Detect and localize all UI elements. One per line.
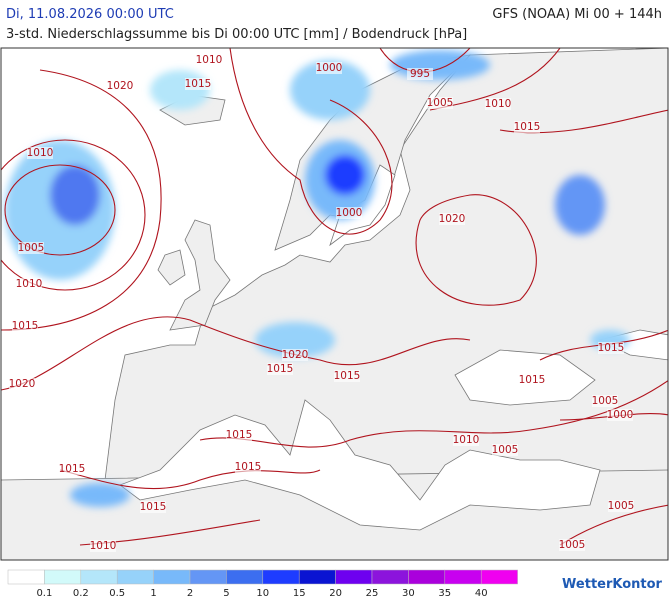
isobar-label: 1000: [607, 409, 634, 421]
isobar-label-bg: [316, 62, 342, 74]
isobar-label: 1015: [598, 342, 625, 354]
isobar-label: 1005: [559, 539, 586, 551]
map-frame: [0, 47, 669, 561]
legend-swatch: [44, 569, 82, 585]
legend-label: 5: [223, 588, 229, 599]
legend-label: 2: [187, 588, 193, 599]
isobar-label-bg: [514, 121, 540, 133]
isobar-label-bg: [59, 463, 85, 475]
isobar-label: 1005: [427, 97, 454, 109]
isobar-label-bg: [235, 461, 261, 473]
isobar-label: 1010: [16, 278, 43, 290]
legend-label: 15: [293, 588, 306, 599]
isobar-label: 1005: [18, 242, 45, 254]
legend-swatch: [189, 569, 227, 585]
isobar-label: 1005: [592, 395, 619, 407]
isobar-label-bg: [427, 97, 453, 109]
isobar-label-bg: [282, 349, 308, 361]
isobar-label: 1000: [316, 62, 343, 74]
isobar-label-bg: [607, 409, 633, 421]
isobar-label-bg: [16, 278, 42, 290]
isobar-label-bg: [519, 374, 545, 386]
forecast-date: Di, 11.08.2026 00:00 UTC: [6, 7, 174, 22]
legend-label: 30: [402, 588, 415, 599]
legend-swatch: [153, 569, 191, 585]
isobar-label: 1015: [59, 463, 86, 475]
isobar-label-bg: [267, 363, 293, 375]
isobar-label-bg: [334, 370, 360, 382]
legend-swatch: [371, 569, 409, 585]
legend-label: 40: [475, 588, 488, 599]
legend-label: 20: [329, 588, 342, 599]
legend-swatch: [80, 569, 118, 585]
isobar-label: 1010: [90, 540, 117, 552]
isobar-label: 1015: [226, 429, 253, 441]
isobar-label-bg: [140, 501, 166, 513]
isobar-label: 1015: [334, 370, 361, 382]
isobar-label: 1000: [336, 207, 363, 219]
legend-label: 35: [438, 588, 451, 599]
isobar-label-bg: [336, 207, 362, 219]
isobar-label: 1010: [27, 147, 54, 159]
isobar-label: 1015: [519, 374, 546, 386]
legend-swatch: [262, 569, 300, 585]
isobar-label-bg: [592, 395, 618, 407]
legend-swatch: [408, 569, 446, 585]
isobar-label: 995: [410, 68, 430, 80]
isobar-label: 1015: [185, 78, 212, 90]
legend-label: 0.5: [109, 588, 125, 599]
isobar-label: 1015: [235, 461, 262, 473]
legend-swatch: [444, 569, 482, 585]
isobar-label: 1015: [514, 121, 541, 133]
legend: 0.1 0.2 0.5 1 2 5 10 15 20 25 30 35 40: [7, 569, 518, 599]
legend-swatch: [226, 569, 264, 585]
legend-label: 10: [256, 588, 269, 599]
isobar-label: 1010: [196, 54, 223, 66]
model-run: GFS (NOAA) Mi 00 + 144h: [492, 7, 662, 22]
isobar-label: 1015: [267, 363, 294, 375]
isobar-label-bg: [559, 539, 585, 551]
legend-label: 1: [150, 588, 156, 599]
isobar-label: 1010: [485, 98, 512, 110]
isobar-label: 1005: [492, 444, 519, 456]
isobar-label-bg: [453, 434, 479, 446]
isobar-label: 1020: [9, 378, 36, 390]
isobar-label-bg: [27, 147, 53, 159]
legend-swatch: [7, 569, 45, 585]
legend-swatch: [480, 569, 518, 585]
legend-label: 25: [366, 588, 379, 599]
isobar-label: 1015: [12, 320, 39, 332]
isobar-label-bg: [90, 540, 116, 552]
legend-swatch: [116, 569, 154, 585]
isobar-label-bg: [485, 98, 511, 110]
isobar-label: 1005: [608, 500, 635, 512]
isobar-label-bg: [9, 378, 35, 390]
isobar-label-bg: [407, 68, 433, 80]
isobars: [1, 48, 668, 546]
isobar-label: 1015: [140, 501, 167, 513]
logo: WetterKontor: [562, 577, 663, 592]
isobar-label-bg: [226, 429, 252, 441]
legend-swatch: [335, 569, 373, 585]
legend-swatch: [298, 569, 336, 585]
isobar-label: 1020: [439, 213, 466, 225]
isobar-label-bg: [12, 320, 38, 332]
map-subtitle: 3-std. Niederschlagssumme bis Di 00:00 U…: [6, 27, 467, 42]
isobar-label-bg: [492, 444, 518, 456]
isobar-label-bg: [185, 78, 211, 90]
isobar-label-bg: [107, 80, 133, 92]
isobar-label-bg: [598, 342, 624, 354]
legend-label: 0.2: [73, 588, 89, 599]
isobar-label: 1020: [107, 80, 134, 92]
isobar-label-bg: [439, 213, 465, 225]
isobar-label: 1020: [282, 349, 309, 361]
legend-label: 0.1: [36, 588, 52, 599]
isobar-label-bg: [608, 500, 634, 512]
isobar-label: 1010: [453, 434, 480, 446]
isobar-label-bg: [196, 54, 222, 66]
isobar-label-bg: [18, 242, 44, 254]
